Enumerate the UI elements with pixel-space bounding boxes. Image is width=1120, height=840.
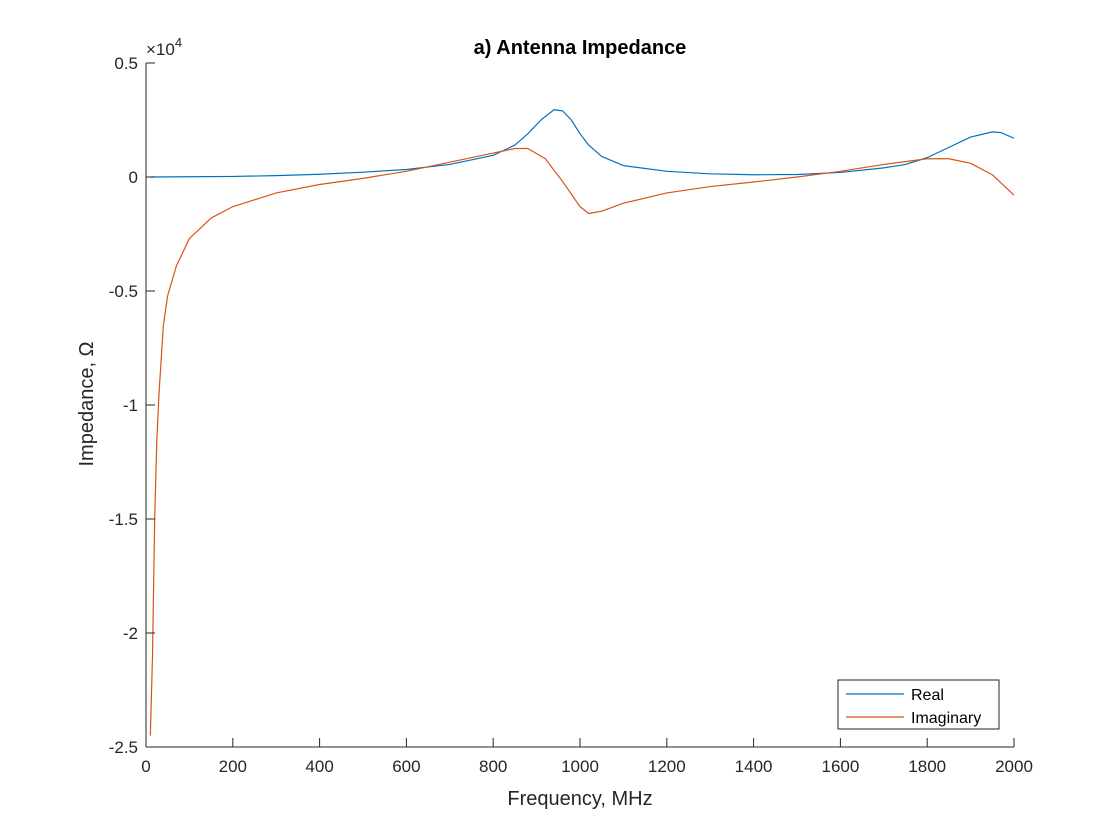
legend: Real Imaginary <box>837 679 1000 730</box>
y-axis-label: Impedance, Ω <box>76 341 98 466</box>
axes-layer: 0 200 400 600 800 1000 1200 1400 1600 1800 2000 -2.… <box>109 54 1033 776</box>
y-tick-label: -2 <box>123 624 138 643</box>
y-tick-label: 0.5 <box>114 54 138 73</box>
legend-box <box>837 679 1000 730</box>
x-tick-label: 800 <box>479 757 507 776</box>
x-tick-label: 1400 <box>735 757 773 776</box>
y-tick-label: 0 <box>129 168 138 187</box>
x-tick-label: 400 <box>305 757 333 776</box>
legend-label-real: Real <box>911 687 944 704</box>
y-axis-exponent-base: ×10 <box>146 40 175 59</box>
y-tick-label: -1.5 <box>109 510 138 529</box>
x-tick-label: 1000 <box>561 757 599 776</box>
y-tick-label: -1 <box>123 396 138 415</box>
series-line-imaginary <box>149 147 1015 736</box>
legend-label-imaginary: Imaginary <box>911 710 981 727</box>
y-tick-label: -2.5 <box>109 738 138 757</box>
x-tick-label: 1600 <box>821 757 859 776</box>
y-axis-exponent: ×104 <box>146 35 182 59</box>
plot-area: 0 200 400 600 800 1000 1200 1400 1600 1800 2000 -2.… <box>109 54 1033 776</box>
x-tick-label: 2000 <box>995 757 1033 776</box>
x-tick-label: 1200 <box>648 757 686 776</box>
x-axis-label: Frequency, MHz <box>507 788 652 810</box>
y-axis-exponent-power: 4 <box>175 35 182 50</box>
chart-title: a) Antenna Impedance <box>474 37 687 59</box>
y-tick-label: -0.5 <box>109 282 138 301</box>
plot-background <box>146 63 1014 747</box>
x-tick-label: 600 <box>392 757 420 776</box>
series-layer <box>149 109 1015 736</box>
x-tick-label: 1800 <box>908 757 946 776</box>
x-tick-label: 200 <box>219 757 247 776</box>
x-tick-label: 0 <box>141 757 150 776</box>
